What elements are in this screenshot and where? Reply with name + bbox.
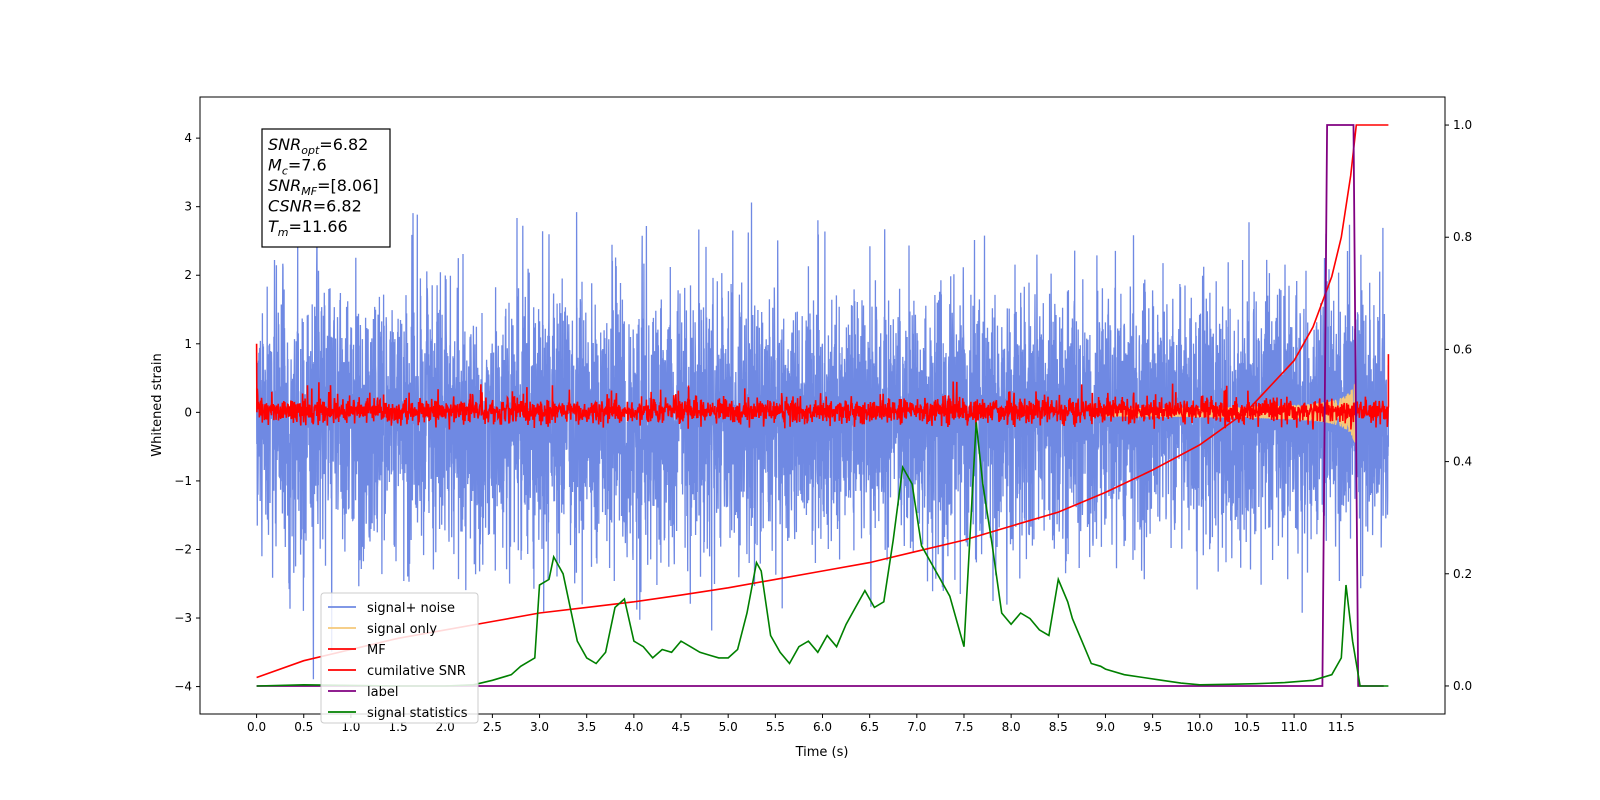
x-tick-label: 5.5 — [766, 720, 785, 734]
y-tick-label: 3 — [184, 200, 192, 214]
x-tick-label: 4.0 — [624, 720, 643, 734]
x-tick-label: 7.5 — [954, 720, 973, 734]
x-tick-label: 6.0 — [813, 720, 832, 734]
x-tick-label: 7.0 — [907, 720, 926, 734]
legend-label: signal statistics — [367, 706, 468, 721]
x-tick-label: 8.0 — [1002, 720, 1021, 734]
x-axis-label: Time (s) — [795, 745, 849, 760]
x-tick-label: 4.5 — [671, 720, 690, 734]
x-tick-label: 0.0 — [247, 720, 266, 734]
y2-tick-label: 1.0 — [1453, 118, 1472, 132]
series-signal-statistics — [256, 422, 1389, 687]
legend-label: MF — [367, 643, 386, 658]
x-ticks: 0.0 0.5 1.0 1.5 2.0 2.5 3.0 3.5 4.0 4.5 5.0 5.5 6.0 6… — [247, 714, 1355, 734]
x-tick-label: 8.5 — [1049, 720, 1068, 734]
y-tick-label: 2 — [184, 268, 192, 282]
annotation-box: SNRopt=6.82Mc=7.6SNRMF=[8.06]CSNR=6.82Tm… — [261, 128, 391, 248]
x-tick-label: 9.0 — [1096, 720, 1115, 734]
annotation-line: SNRMF=[8.06] — [268, 176, 379, 198]
series-mf — [255, 343, 1390, 430]
y-tick-label: 4 — [184, 131, 192, 145]
x-tick-label: 10.5 — [1234, 720, 1261, 734]
annotation-line: CSNR=6.82 — [268, 197, 362, 216]
annotation-line: Tm=11.66 — [268, 217, 348, 239]
y2-tick-label: 0.6 — [1453, 342, 1472, 356]
y-tick-label: 1 — [184, 337, 192, 351]
y2-ticks: 1.0 0.8 0.6 0.4 0.2 0.0 — [1445, 118, 1472, 693]
y2-tick-label: 0.0 — [1453, 679, 1472, 693]
x-tick-label: 9.5 — [1143, 720, 1162, 734]
y-ticks: 4 3 2 1 0 −1 −2 −3 −4 — [174, 131, 200, 694]
annotation-line: SNRopt=6.82 — [268, 135, 368, 157]
x-tick-label: 0.5 — [294, 720, 313, 734]
y-tick-label: 0 — [184, 405, 192, 419]
x-tick-label: 2.5 — [483, 720, 502, 734]
x-tick-label: 6.5 — [860, 720, 879, 734]
y-axis-label: Whitened strain — [150, 353, 165, 456]
x-tick-label: 11.0 — [1281, 720, 1308, 734]
y2-tick-label: 0.4 — [1453, 455, 1472, 469]
x-tick-label: 11.5 — [1328, 720, 1355, 734]
legend-label: cumilative SNR — [367, 664, 466, 679]
legend: signal+ noise signal only MF cumilative SNR… — [320, 592, 479, 724]
y-tick-label: −3 — [174, 611, 192, 625]
x-tick-label: 3.0 — [530, 720, 549, 734]
x-tick-label: 5.0 — [719, 720, 738, 734]
y2-tick-label: 0.2 — [1453, 567, 1472, 581]
legend-label: signal only — [367, 622, 437, 637]
legend-label: signal+ noise — [367, 601, 455, 616]
annotation-line: Mc=7.6 — [268, 156, 327, 178]
x-tick-label: 3.5 — [577, 720, 596, 734]
y-tick-label: −1 — [174, 474, 192, 488]
y-tick-label: −2 — [174, 542, 192, 556]
y2-tick-label: 0.8 — [1453, 230, 1472, 244]
legend-label: label — [367, 685, 398, 700]
x-tick-label: 10.0 — [1186, 720, 1213, 734]
y-tick-label: −4 — [174, 680, 192, 694]
